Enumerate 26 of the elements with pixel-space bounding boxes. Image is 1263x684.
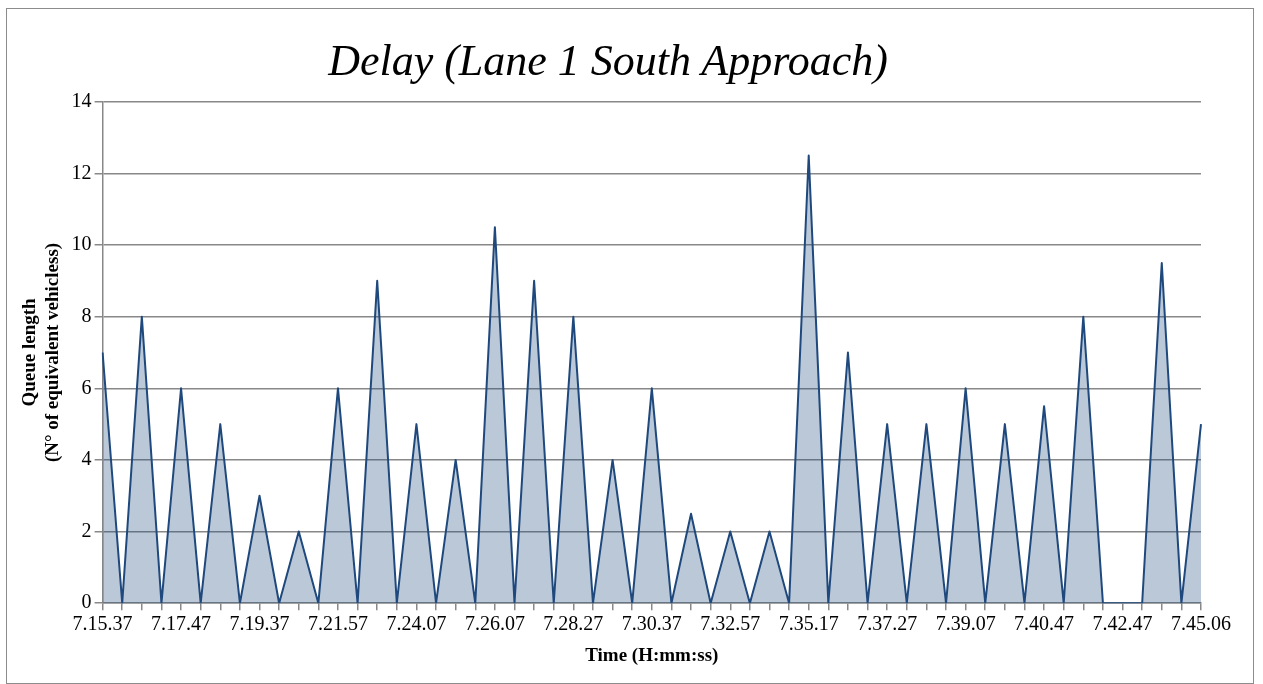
y-tick-label: 0 [81, 590, 92, 613]
x-tick-label: 7.21.57 [307, 612, 368, 635]
y-tick-label: 12 [71, 160, 92, 183]
x-tick-label: 7.15.37 [72, 612, 133, 635]
chart-title: Delay (Lane 1 South Approach) [327, 35, 888, 85]
y-tick-label: 14 [71, 89, 92, 112]
x-tick-label: 7.30.37 [621, 612, 682, 635]
x-tick-label: 7.26.07 [464, 612, 525, 635]
x-tick-label: 7.19.37 [229, 612, 290, 635]
x-tick-label: 7.17.47 [151, 612, 212, 635]
x-axis-title: Time (H:mm:ss) [585, 643, 719, 666]
x-tick-label: 7.32.57 [700, 612, 761, 635]
x-tick-label: 7.40.47 [1014, 612, 1075, 635]
x-tick-label: 7.35.17 [778, 612, 839, 635]
y-tick-label: 2 [81, 518, 92, 541]
y-tick-label: 6 [81, 375, 92, 398]
y-axis-title: Queue length (N° of equivalent vehicless) [18, 242, 64, 463]
x-tick-label: 7.37.27 [857, 612, 918, 635]
x-tick-label: 7.45.06 [1171, 612, 1231, 635]
x-tick-label: 7.28.27 [543, 612, 604, 635]
y-tick-label: 4 [81, 447, 92, 470]
x-tick-label: 7.24.07 [386, 612, 447, 635]
x-tick-label: 7.39.07 [935, 612, 996, 635]
y-tick-label: 8 [81, 303, 92, 326]
x-tick-label: 7.42.47 [1092, 612, 1153, 635]
y-tick-label: 10 [71, 232, 92, 255]
